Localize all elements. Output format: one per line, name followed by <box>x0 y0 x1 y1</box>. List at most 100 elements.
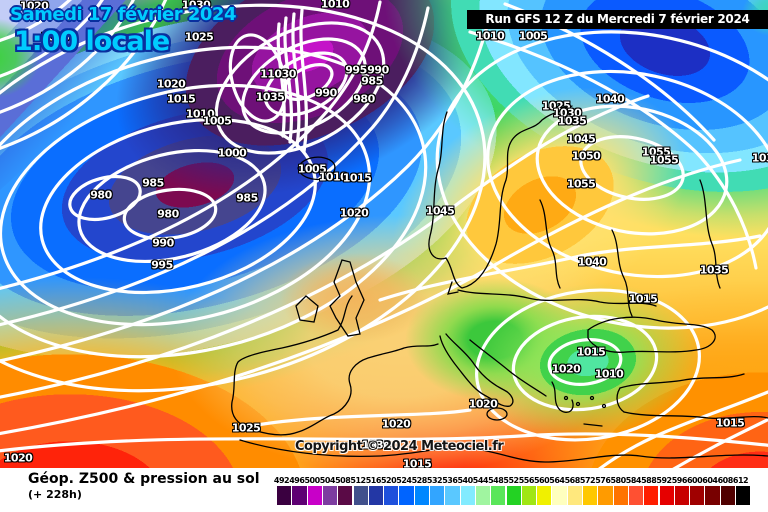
pressure-label: 1055 <box>566 177 596 191</box>
legend-color-cell <box>338 486 353 505</box>
legend-value: 536 <box>442 476 458 485</box>
pressure-label: 1015 <box>628 292 658 306</box>
title-block: Samedi 17 février 2024 1:00 locale <box>10 4 236 57</box>
pressure-label: 1020 <box>551 362 581 376</box>
legend-color-cell <box>674 486 690 505</box>
pressure-label: 1025 <box>184 30 214 44</box>
pressure-label: 1045 <box>425 204 455 218</box>
legend-color-cell <box>690 486 705 505</box>
legend-color-cell <box>307 486 322 505</box>
pressure-label: 1030 <box>361 438 391 452</box>
legend-value: 552 <box>503 476 519 485</box>
pressure-label: 1040 <box>595 92 625 106</box>
pressure-label: 1030 <box>552 106 582 120</box>
legend-color-cell <box>414 486 429 505</box>
pressure-label: 1010 <box>475 29 505 43</box>
valid-date-text: Samedi 17 février 2024 <box>10 4 236 25</box>
legend-color-cell <box>644 486 659 505</box>
pressure-label: 995 <box>345 63 367 77</box>
pressure-label: 1025 <box>40 30 70 44</box>
legend-color-cell <box>277 486 292 505</box>
legend-value: 572 <box>579 476 596 485</box>
legend-value: 512 <box>350 476 366 485</box>
pressure-label: 1005 <box>202 114 232 128</box>
legend-value: 596 <box>671 476 688 485</box>
legend-color-cell <box>567 486 582 505</box>
forecast-step: (+ 228h) <box>28 488 82 501</box>
legend-value: 532 <box>426 476 443 485</box>
footer-band: Géop. Z500 & pression au sol (+ 228h) 49… <box>0 468 768 512</box>
pressure-label: 1020 <box>339 206 369 220</box>
valid-time-text: 1:00 locale <box>14 26 170 57</box>
legend-color-cell <box>368 486 384 505</box>
legend-color-cell <box>552 486 567 505</box>
legend-color-cell <box>322 486 338 505</box>
pressure-label: 1020 <box>3 451 33 465</box>
legend-color-cell <box>659 486 674 505</box>
legend-color-cell <box>491 486 506 505</box>
legend-color-cell <box>521 486 537 505</box>
legend-value: 564 <box>549 476 565 485</box>
legend-value: 492 <box>273 476 290 485</box>
legend-color-cell <box>399 486 414 505</box>
legend-value: 508 <box>335 476 351 485</box>
legend-color-cell <box>430 486 445 505</box>
pressure-label: 985 <box>236 191 258 205</box>
legend-color-cell <box>736 486 751 505</box>
pressure-label: 1015 <box>402 457 432 469</box>
model-run-banner: Run GFS 12 Z du Mercredi 7 février 2024 <box>467 10 768 29</box>
legend-color-cell <box>598 486 613 505</box>
legend-color-cell <box>613 486 628 505</box>
legend-value: 576 <box>595 476 611 485</box>
pressure-label: 1035 <box>557 114 587 128</box>
pressure-label: 1050 <box>571 149 601 163</box>
copyright-text: Copyright © 2024 Meteociel.fr <box>295 439 504 454</box>
legend-value: 524 <box>396 476 412 485</box>
pressure-label: 985 <box>361 74 383 88</box>
pressure-label: 1005 <box>518 29 548 43</box>
pressure-label: 1020 <box>19 0 49 13</box>
pressure-label: 1010 <box>594 367 624 381</box>
legend-value: 500 <box>304 476 320 485</box>
legend-value: 584 <box>625 476 642 485</box>
legend-value: 560 <box>533 476 550 485</box>
geopotential-color-field <box>0 0 768 468</box>
legend-color-cell <box>705 486 720 505</box>
legend-value: 504 <box>319 476 336 485</box>
legend-value: 540 <box>457 476 473 485</box>
pressure-label: 980 <box>353 92 375 106</box>
pressure-label: 990 <box>367 63 389 77</box>
legend-value: 556 <box>518 476 535 485</box>
legend-color-cell <box>720 486 735 505</box>
legend-color-cell <box>583 486 598 505</box>
pressure-label: 1055 <box>649 153 679 167</box>
legend-value: 608 <box>717 476 734 485</box>
legend-value: 612 <box>732 476 749 485</box>
pressure-label: 1020 <box>381 417 411 431</box>
pressure-label: 1000 <box>217 146 247 160</box>
pressure-label: 980 <box>157 207 179 221</box>
legend-value: 548 <box>488 476 504 485</box>
map-canvas <box>0 0 768 468</box>
pressure-label: 1015 <box>166 92 196 106</box>
legend-value: 516 <box>365 476 382 485</box>
legend-color-cell <box>384 486 399 505</box>
legend-value: 544 <box>472 476 489 485</box>
pressure-label: 1035 <box>699 263 729 277</box>
pressure-label: 1015 <box>715 416 745 430</box>
legend-color-cell <box>537 486 552 505</box>
legend-color-cell <box>475 486 491 505</box>
legend-color-cell <box>292 486 307 505</box>
pressure-label: 1020 <box>156 77 186 91</box>
pressure-label: 1020 <box>468 397 498 411</box>
legend-value: 580 <box>610 476 626 485</box>
pressure-label: 1010 <box>320 0 350 11</box>
pressure-label: 11030 <box>260 67 296 81</box>
legend-color-cell <box>445 486 460 505</box>
legend-value: 528 <box>411 476 428 485</box>
pressure-label: 1010 <box>318 170 348 184</box>
pressure-label: 1030 <box>181 0 211 12</box>
legend-color-cell <box>353 486 368 505</box>
pressure-label: 1055 <box>641 145 671 159</box>
